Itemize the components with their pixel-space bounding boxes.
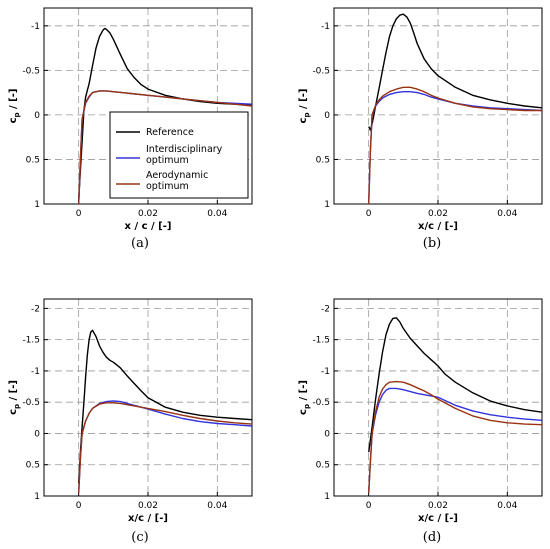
- series-line-interdisciplinary-optimum: [78, 400, 252, 493]
- series-line-reference: [368, 317, 542, 453]
- y-tick-label: -0.5: [22, 398, 40, 408]
- y-tick-label: -0.5: [312, 398, 330, 408]
- y-tick-label: 0: [324, 111, 330, 121]
- y-tick-label: -2: [31, 304, 40, 314]
- x-tick-label: 0.04: [207, 501, 227, 511]
- y-tick-label: 0: [34, 429, 40, 439]
- y-tick-label: 0.5: [316, 155, 330, 165]
- legend-entry-aerodynamic-optimum: Aerodynamic optimum: [146, 170, 208, 192]
- x-tick-label: 0.02: [138, 501, 158, 511]
- x-axis-label: x/c / [-]: [418, 513, 458, 524]
- legend-entry-reference: Reference: [146, 127, 194, 138]
- y-tick-label: 0.5: [26, 461, 40, 471]
- x-tick-label: 0.04: [207, 209, 227, 219]
- panel-c: 0 0.02 0.04 -2 -1.5 -1 -0.5 0 0.5 1 x/c / [-] cp / …: [8, 298, 253, 545]
- x-tick-label: 0.02: [138, 209, 158, 219]
- x-tick-label: 0.04: [497, 501, 517, 511]
- panel-b: 0 0.02 0.04 -1 -0.5 0 0.5 1 x/c / [-] cp / [-] (b): [298, 7, 543, 251]
- y-tick-label: -0.5: [22, 66, 40, 76]
- x-axis-label: x/c / [-]: [418, 221, 458, 232]
- y-tick-label: 0: [324, 429, 330, 439]
- x-tick-label: 0: [76, 209, 82, 219]
- x-tick-label: 0.02: [428, 501, 448, 511]
- y-tick-label: -1.5: [22, 336, 40, 346]
- panel-caption: (d): [423, 530, 441, 545]
- x-tick-label: 0.04: [497, 209, 517, 219]
- series-line-aerodynamic-optimum: [368, 86, 542, 204]
- series-line-aerodynamic-optimum: [78, 402, 252, 493]
- y-tick-label: -1: [321, 367, 330, 377]
- legend-entry-interdisciplinary-optimum: Interdisciplinary optimum: [146, 144, 223, 166]
- y-tick-label: -0.5: [312, 66, 330, 76]
- panel-caption: (c): [131, 530, 148, 545]
- y-tick-label: -1.5: [312, 336, 330, 346]
- series-line-reference: [78, 329, 252, 484]
- y-tick-label: 1: [34, 200, 40, 210]
- y-tick-label: 0.5: [26, 155, 40, 165]
- series-line-interdisciplinary-optimum: [368, 91, 542, 204]
- series-line-reference: [368, 13, 542, 131]
- x-tick-label: 0: [366, 209, 372, 219]
- y-tick-label: -1: [31, 22, 40, 32]
- panel-caption: (a): [131, 236, 149, 251]
- x-tick-label: 0: [366, 501, 372, 511]
- y-axis-label: cp / [-]: [298, 380, 311, 415]
- y-tick-label: 0.5: [316, 461, 330, 471]
- x-tick-label: 0: [76, 501, 82, 511]
- x-axis-label: x / c / [-]: [125, 221, 172, 232]
- y-axis-label: cp / [-]: [298, 89, 311, 124]
- y-tick-label: -1: [31, 367, 40, 377]
- panel-a: 0 0.02 0.04 -1 -0.5 0 0.5 1 x / c / [-] cp / [-] (…: [8, 7, 253, 251]
- series-line-aerodynamic-optimum: [368, 380, 542, 493]
- y-tick-label: 1: [34, 492, 40, 502]
- series-line-aerodynamic-optimum: [78, 90, 252, 204]
- series-line-interdisciplinary-optimum: [368, 387, 542, 493]
- y-tick-label: 1: [324, 492, 330, 502]
- panel-d: 0 0.02 0.04 -2 -1.5 -1 -0.5 0 0.5 1 x/c / [-] cp / …: [298, 298, 543, 545]
- y-tick-label: -2: [321, 304, 330, 314]
- panel-caption: (b): [423, 236, 441, 251]
- y-axis-label: cp / [-]: [8, 89, 21, 124]
- y-tick-label: 1: [324, 200, 330, 210]
- y-tick-label: 0: [34, 111, 40, 121]
- x-tick-label: 0.02: [428, 209, 448, 219]
- y-axis-label: cp / [-]: [8, 380, 21, 415]
- x-axis-label: x/c / [-]: [128, 513, 168, 524]
- y-tick-label: -1: [321, 22, 330, 32]
